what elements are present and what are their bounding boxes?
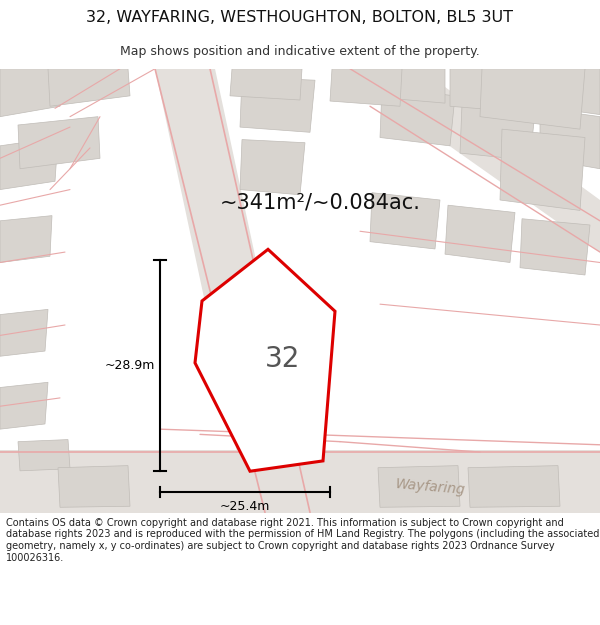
Text: 32: 32: [265, 346, 300, 373]
Polygon shape: [0, 450, 600, 512]
Text: Wayfaring: Wayfaring: [394, 477, 466, 497]
Polygon shape: [240, 77, 315, 132]
Polygon shape: [450, 69, 540, 114]
Polygon shape: [58, 466, 130, 508]
Polygon shape: [230, 69, 302, 100]
Text: ~28.9m: ~28.9m: [104, 359, 155, 372]
Polygon shape: [195, 249, 335, 471]
Polygon shape: [155, 69, 310, 512]
Text: Map shows position and indicative extent of the property.: Map shows position and indicative extent…: [120, 45, 480, 58]
Polygon shape: [18, 117, 100, 169]
Polygon shape: [540, 108, 600, 169]
Text: ~341m²/~0.084ac.: ~341m²/~0.084ac.: [220, 193, 421, 213]
Polygon shape: [540, 69, 600, 114]
Polygon shape: [460, 104, 535, 161]
Polygon shape: [18, 439, 70, 471]
Polygon shape: [480, 69, 585, 129]
Polygon shape: [370, 192, 440, 249]
Polygon shape: [48, 69, 130, 106]
Polygon shape: [330, 69, 402, 106]
Text: 32, WAYFARING, WESTHOUGHTON, BOLTON, BL5 3UT: 32, WAYFARING, WESTHOUGHTON, BOLTON, BL5…: [86, 9, 514, 24]
Text: ~25.4m: ~25.4m: [220, 500, 270, 513]
Polygon shape: [0, 382, 48, 429]
Polygon shape: [0, 69, 65, 117]
Polygon shape: [520, 219, 590, 275]
Polygon shape: [380, 88, 455, 146]
Text: Wayfaring: Wayfaring: [203, 336, 247, 401]
Polygon shape: [0, 309, 48, 356]
Polygon shape: [340, 69, 600, 252]
Polygon shape: [378, 466, 460, 508]
Polygon shape: [500, 129, 585, 211]
Polygon shape: [468, 466, 560, 508]
Polygon shape: [360, 69, 445, 103]
Polygon shape: [240, 139, 305, 195]
Polygon shape: [0, 138, 58, 189]
Polygon shape: [0, 216, 52, 262]
Text: Contains OS data © Crown copyright and database right 2021. This information is : Contains OS data © Crown copyright and d…: [6, 518, 599, 562]
Polygon shape: [445, 205, 515, 262]
